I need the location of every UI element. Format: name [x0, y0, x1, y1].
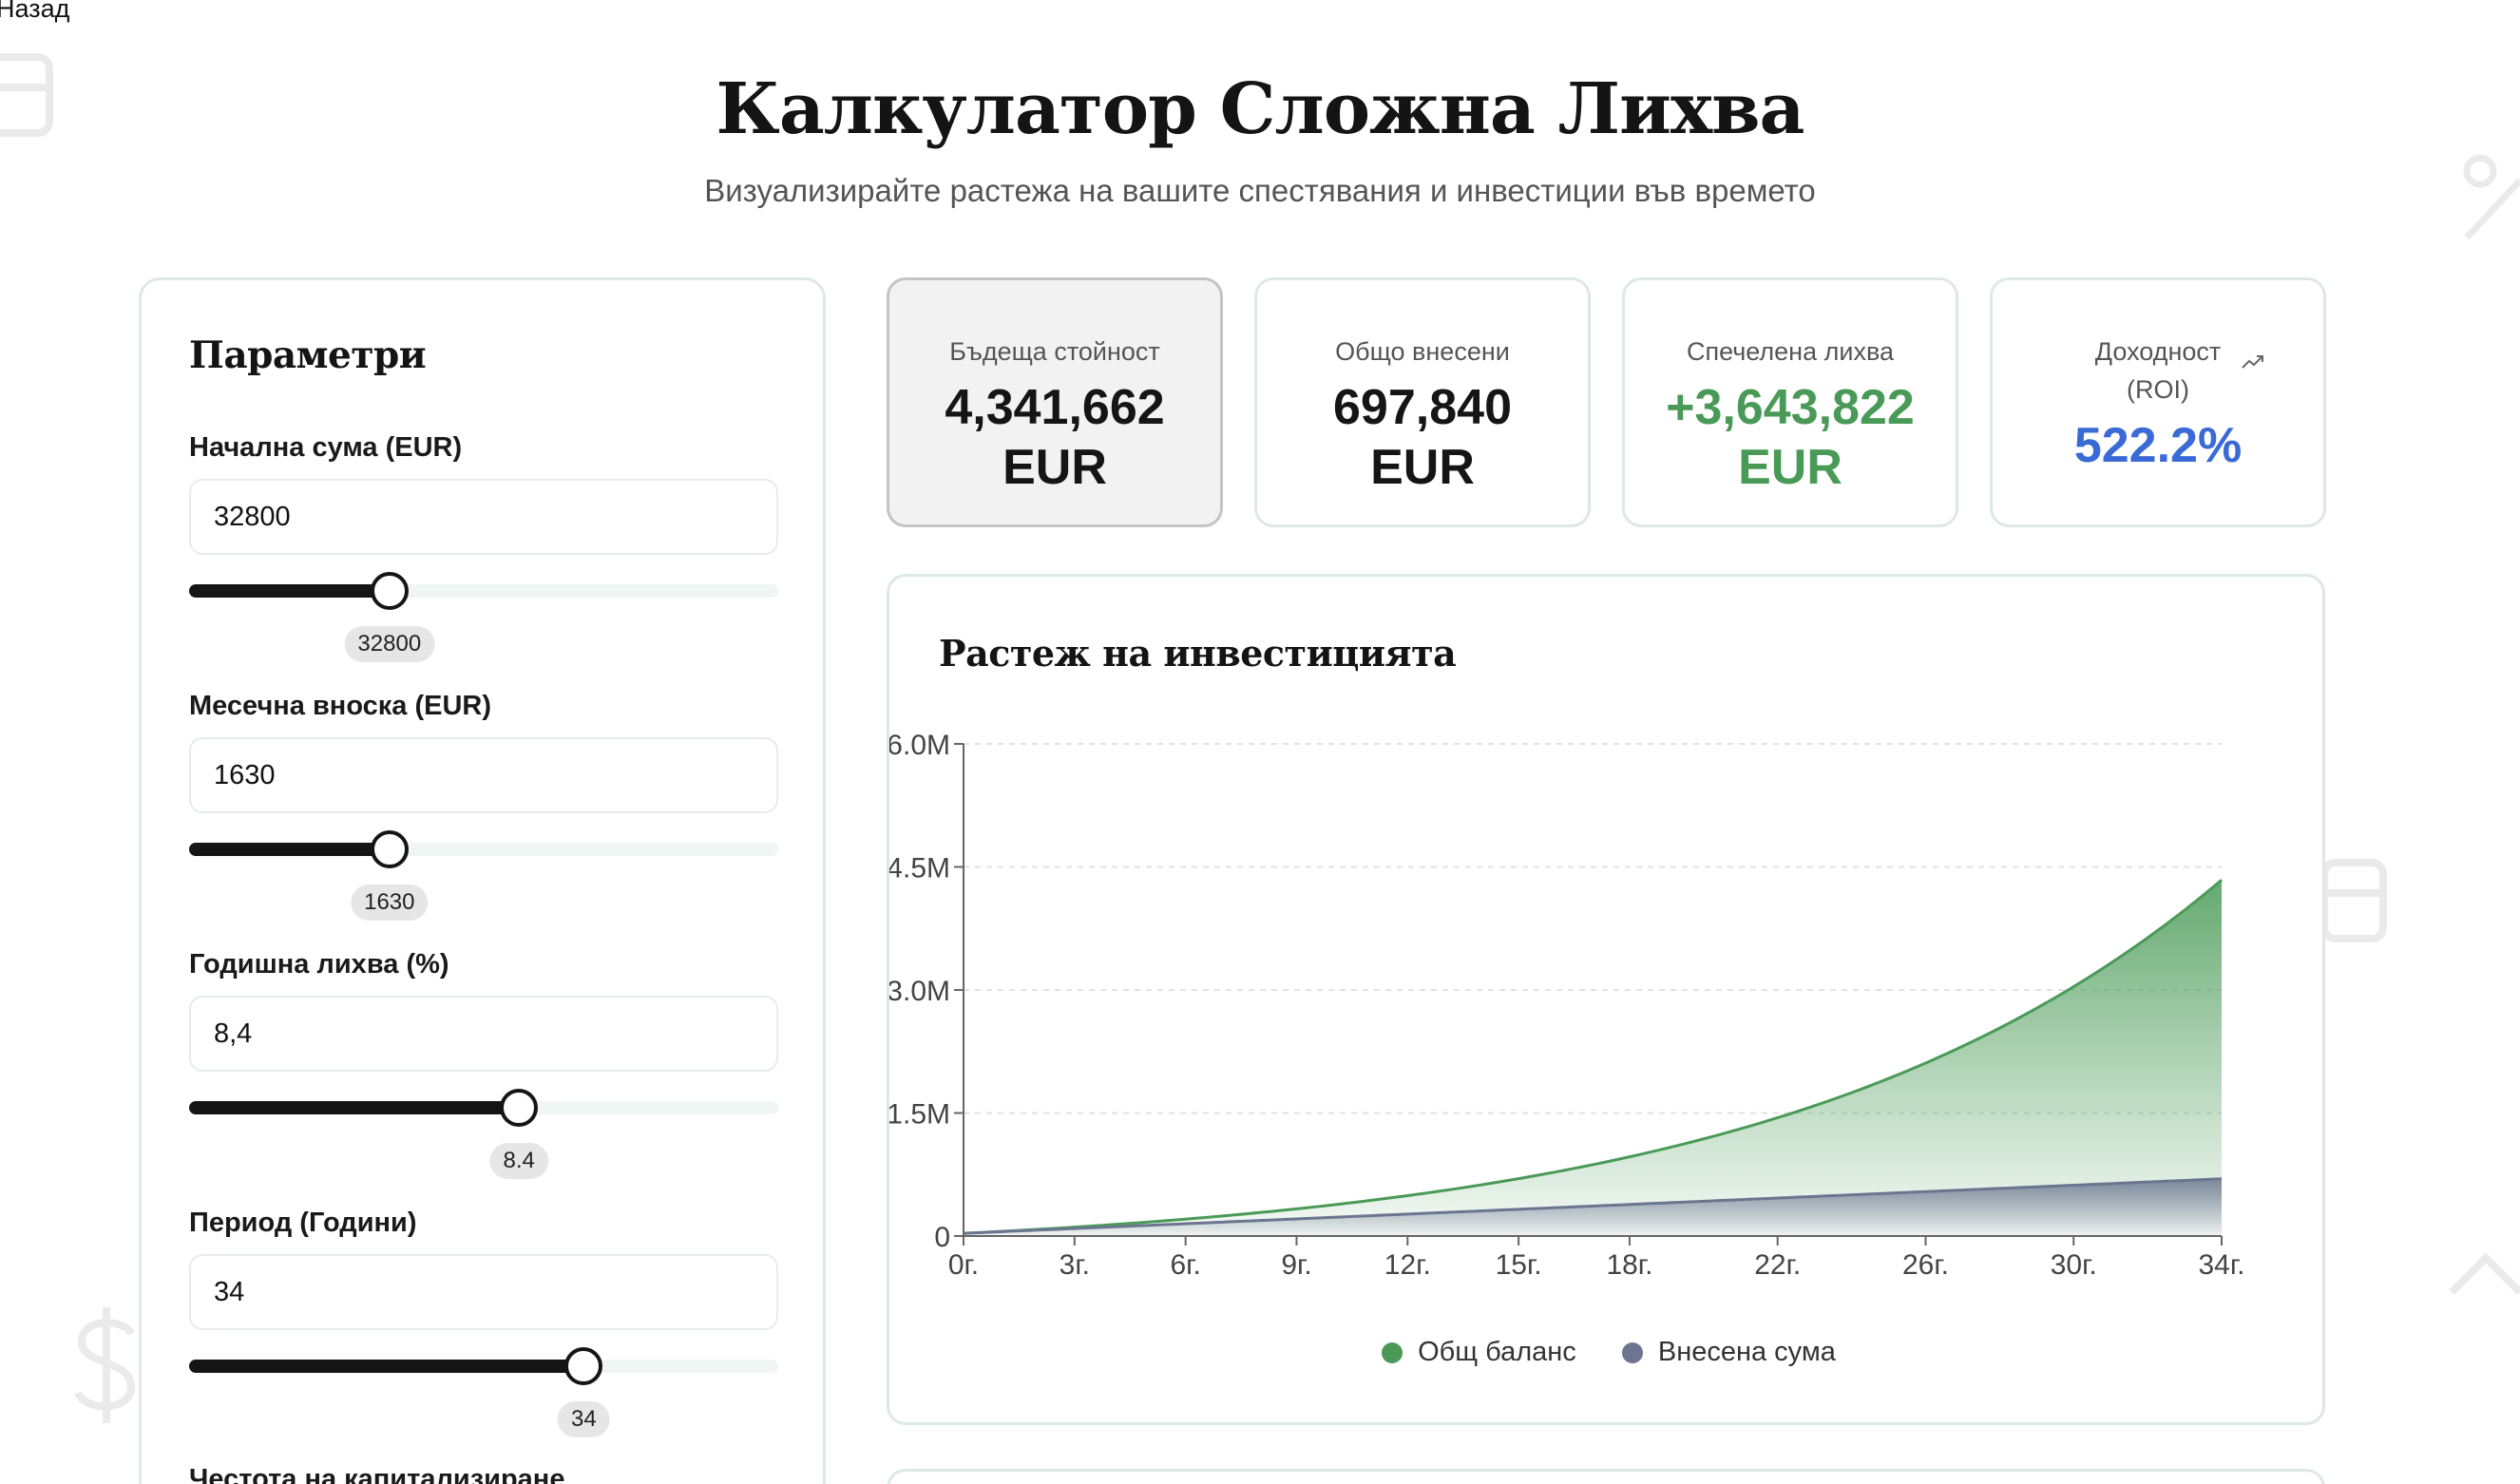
x-tick-label: 0г.	[948, 1249, 979, 1281]
slider-thumb[interactable]	[370, 830, 409, 868]
x-tick-label: 34г.	[2199, 1249, 2245, 1281]
compounding-frequency-label: Честота на капитализиране	[189, 1464, 565, 1484]
y-tick-label: 3.0M	[889, 976, 950, 1007]
initial-amount-slider[interactable]	[189, 571, 778, 611]
slider-fill	[189, 1101, 520, 1114]
period-years-input[interactable]	[189, 1254, 778, 1330]
legend-item-total-balance[interactable]: Общ баланс	[1382, 1337, 1576, 1368]
roi-card[interactable]: Доходност (ROI) 522.2%	[1990, 277, 2326, 527]
initial-amount-label: Начална сума (EUR)	[189, 432, 463, 463]
future-value-card[interactable]: Бъдеща стойност 4,341,662 EUR	[887, 277, 1223, 527]
initial-amount-input[interactable]	[189, 479, 778, 555]
back-link[interactable]: Назад	[0, 0, 70, 23]
slider-value-bubble: 1630	[351, 885, 429, 921]
annual-rate-field: Годишна лихва (%) 8.4	[189, 949, 778, 1179]
growth-chart: 0 1.5M 3.0M 4.5M 6.0M 0г. 3г. 6г. 9г. 12г. 15г. 18г…	[889, 730, 2245, 1281]
period-years-label: Период (Години)	[189, 1208, 417, 1238]
monthly-contribution-label: Месечна вноска (EUR)	[189, 691, 492, 721]
y-tick-label: 0	[934, 1222, 950, 1253]
parameters-panel: Параметри Начална сума (EUR) 32800 Месеч…	[139, 277, 826, 1484]
slider-value-bubble: 34	[558, 1401, 610, 1437]
initial-amount-field: Начална сума (EUR) 32800	[189, 432, 778, 662]
stat-label: Спечелена лихва	[1686, 337, 1895, 366]
stat-value: 4,341,662 EUR	[945, 380, 1165, 495]
stat-label: Доходност (ROI)	[2094, 337, 2222, 404]
x-tick-label: 6г.	[1170, 1249, 1200, 1281]
page-subtitle: Визуализирайте растежа на вашите спестяв…	[704, 173, 1816, 208]
legend-dot-icon	[1382, 1341, 1403, 1363]
contributed-line	[963, 1177, 2223, 1235]
x-tick-label: 15г.	[1496, 1249, 1542, 1281]
chart-title: Растеж на инвестицията	[939, 632, 1457, 675]
total-balance-area	[964, 880, 2222, 1236]
annual-rate-input[interactable]	[189, 996, 778, 1072]
stat-value: 697,840 EUR	[1333, 380, 1512, 495]
chart-legend: Общ баланс Внесена сума	[889, 1337, 2328, 1371]
slider-value-bubble: 8.4	[489, 1143, 548, 1179]
percent-decoration-icon	[2459, 143, 2520, 247]
growth-chart-card: Растеж на инвестицията 0 1.5M 3.0M 4.5M 6.0M…	[887, 574, 2325, 1425]
x-tick-label: 12г.	[1384, 1249, 1431, 1281]
y-tick-label: 1.5M	[889, 1099, 950, 1131]
next-section-card	[887, 1469, 2325, 1484]
interest-earned-card[interactable]: Спечелена лихва +3,643,822 EUR	[1622, 277, 1958, 527]
monthly-contribution-field: Месечна вноска (EUR) 1630	[189, 691, 778, 921]
x-tick-label: 22г.	[1754, 1249, 1801, 1281]
legend-dot-icon	[1621, 1341, 1643, 1363]
slider-fill	[189, 584, 390, 598]
x-tick-label: 3г.	[1060, 1249, 1090, 1281]
total-balance-line	[963, 879, 2223, 1235]
legend-label: Внесена сума	[1657, 1337, 1836, 1367]
y-tick-label: 4.5M	[889, 853, 950, 885]
chart-up-decoration-icon	[2448, 1235, 2520, 1311]
y-tick-label: 6.0M	[889, 730, 950, 761]
slider-value-bubble: 32800	[344, 626, 435, 662]
dollar-decoration-icon	[68, 1303, 144, 1427]
x-tick-label: 18г.	[1606, 1249, 1652, 1281]
slider-thumb[interactable]	[564, 1347, 603, 1385]
x-tick-label: 9г.	[1281, 1249, 1311, 1281]
legend-label: Общ баланс	[1418, 1337, 1576, 1367]
legend-item-contributed[interactable]: Внесена сума	[1621, 1337, 1836, 1368]
wallet-decoration-icon-right	[2319, 853, 2395, 948]
x-tick-label: 30г.	[2051, 1249, 2097, 1281]
period-years-slider[interactable]	[189, 1346, 778, 1386]
monthly-contribution-slider[interactable]	[189, 829, 778, 869]
stat-value: 522.2%	[2073, 418, 2243, 473]
stat-label: Бъдеща стойност	[949, 337, 1160, 366]
monthly-contribution-input[interactable]	[189, 737, 778, 813]
stat-label: Общо внесени	[1335, 337, 1510, 366]
slider-thumb[interactable]	[370, 572, 409, 610]
total-contributed-card[interactable]: Общо внесени 697,840 EUR	[1254, 277, 1591, 527]
annual-rate-slider[interactable]	[189, 1088, 778, 1128]
slider-fill	[189, 1360, 584, 1373]
slider-thumb[interactable]	[500, 1089, 539, 1127]
wallet-decoration-icon	[0, 48, 67, 143]
page-title: Калкулатор Сложна Лихва	[716, 68, 1805, 150]
slider-fill	[189, 843, 390, 856]
parameters-title: Параметри	[189, 333, 427, 377]
stat-value: +3,643,822 EUR	[1666, 380, 1915, 495]
annual-rate-label: Годишна лихва (%)	[189, 949, 449, 980]
period-years-field: Период (Години) 34	[189, 1208, 778, 1437]
compounding-frequency-field: Честота на капитализиране	[189, 1464, 778, 1484]
x-tick-label: 26г.	[1902, 1249, 1949, 1281]
trending-up-icon	[2242, 354, 2264, 374]
